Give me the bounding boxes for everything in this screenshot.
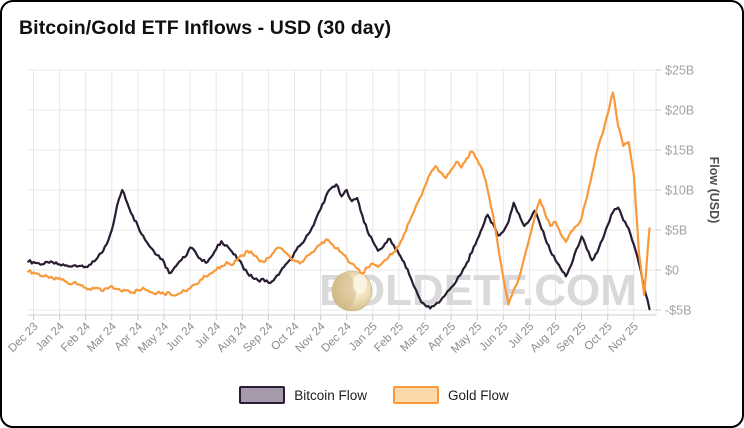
y-axis-label: $10B bbox=[665, 184, 694, 198]
legend: Bitcoin Flow Gold Flow bbox=[2, 383, 742, 407]
gridlines bbox=[28, 69, 657, 316]
x-axis-label: Sep 24 bbox=[241, 320, 276, 355]
series-lines bbox=[27, 91, 651, 311]
coin-engraving bbox=[332, 273, 356, 309]
tick-marks bbox=[33, 69, 661, 320]
legend-item-gold[interactable]: Gold Flow bbox=[393, 386, 509, 404]
y-axis-label: $25B bbox=[665, 64, 694, 78]
gold-swatch-icon bbox=[393, 386, 439, 404]
legend-label-gold: Gold Flow bbox=[448, 387, 509, 403]
bitcoin-swatch-icon bbox=[239, 386, 286, 404]
y-axis-title: Flow (USD) bbox=[707, 157, 721, 224]
x-axis-label: Dec 23 bbox=[6, 321, 40, 355]
y-axis-label: $0 bbox=[665, 264, 679, 278]
legend-item-bitcoin[interactable]: Bitcoin Flow bbox=[239, 386, 367, 404]
y-axis-label: -$5B bbox=[665, 304, 691, 318]
y-axis-label: $20B bbox=[665, 104, 694, 118]
watermark: BOLDETF.COM bbox=[319, 266, 637, 315]
gold-flow-line[interactable] bbox=[27, 91, 651, 306]
y-axis-label: $5B bbox=[665, 224, 687, 238]
x-axis-label: Nov 25 bbox=[607, 321, 641, 355]
x-axis-label: Jun 24 bbox=[164, 320, 197, 353]
x-axis-label: Mar 24 bbox=[85, 320, 119, 354]
chart-title: Bitcoin/Gold ETF Inflows - USD (30 day) bbox=[19, 17, 392, 39]
y-axis-labels: $25B $20B $15B $10B $5B $0 -$5B bbox=[665, 64, 694, 318]
x-axis-label: Mar 25 bbox=[398, 321, 432, 355]
legend-label-bitcoin: Bitcoin Flow bbox=[294, 387, 367, 403]
coin-highlight bbox=[353, 274, 367, 294]
x-axis-label: Sep 25 bbox=[554, 321, 588, 355]
y-axis-label: $15B bbox=[665, 144, 694, 158]
x-axis-label: Dec 24 bbox=[320, 320, 355, 355]
coin-icon bbox=[331, 270, 373, 312]
bitcoin-flow-line[interactable] bbox=[27, 183, 651, 311]
x-axis-label: Jun 25 bbox=[478, 321, 511, 354]
